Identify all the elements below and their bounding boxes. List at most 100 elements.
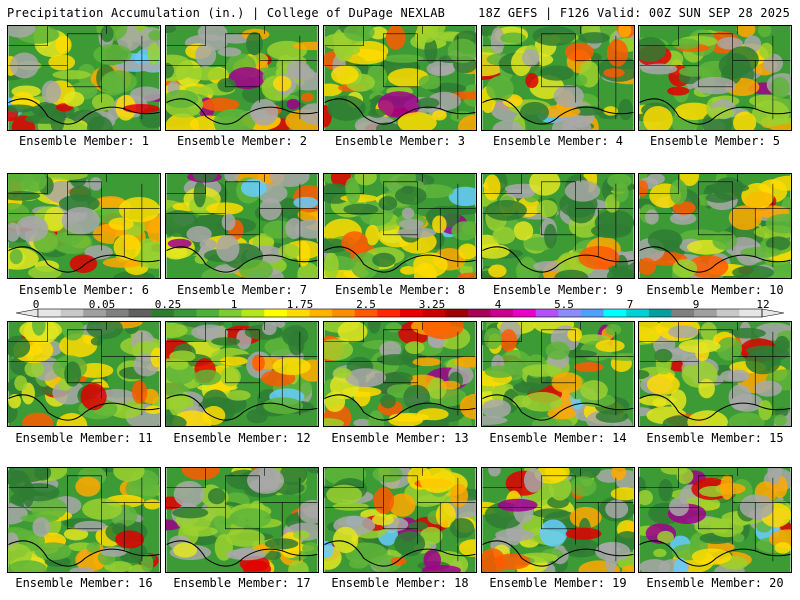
precip-contour [488,264,507,278]
state-border [639,475,733,508]
precip-contour [115,530,145,549]
precip-map [8,174,160,278]
precip-contour [533,508,570,519]
state-border [698,361,733,384]
precip-contour [382,371,413,385]
precip-contour [413,252,448,278]
ensemble-map-panel [323,467,477,573]
state-border [324,26,364,46]
precip-contour [181,468,221,481]
precip-contour [397,227,437,238]
precip-contour [14,375,28,391]
precip-contour [639,369,650,380]
precip-contour [343,203,379,216]
colorbar-swatch [694,309,718,317]
precip-contour [82,498,123,520]
precip-contour [522,364,562,377]
precip-contour [100,546,127,557]
colorbar-swatch [422,309,446,317]
precip-map [324,468,476,572]
precip-contour [95,196,126,208]
precip-contour [488,468,501,477]
precip-contour [24,360,45,378]
precip-contour [757,26,772,38]
state-border [482,468,522,488]
precip-contour [32,322,46,336]
ensemble-map-panel [638,321,792,427]
precip-contour [229,508,272,529]
precip-contour [611,468,627,481]
precip-contour [544,468,570,481]
colorbar-tick-label: 7 [626,298,634,311]
precip-contour [197,26,228,41]
ensemble-member-label: Ensemble Member: 20 [646,576,784,590]
precip-contour [8,26,36,38]
ensemble-member-label: Ensemble Member: 2 [176,134,308,148]
state-border [166,26,206,46]
precip-contour [75,548,107,572]
precip-contour [608,353,634,361]
precip-map [8,26,160,130]
state-border [225,213,260,236]
precip-contour [48,54,76,71]
state-border [482,174,522,194]
precip-contour [564,180,601,202]
precip-map [8,468,160,572]
ensemble-map-panel [638,173,792,279]
precip-contour [728,412,765,426]
precip-contour [122,104,160,114]
precip-contour [457,243,476,260]
precip-contour [333,367,352,379]
coastline [482,394,634,421]
ensemble-member-label: Ensemble Member: 17 [173,576,311,590]
colorbar-swatch [490,309,514,317]
precip-map [639,322,791,426]
state-border [166,174,206,194]
precip-contour [753,380,783,397]
precip-contour [552,116,592,130]
precip-contour [645,209,659,225]
precip-contour [326,484,363,505]
precip-contour [62,322,84,341]
colorbar-swatch [445,309,469,317]
precip-contour [93,44,132,65]
precip-contour [385,322,402,333]
precip-contour [405,341,425,354]
precip-contour [250,99,279,126]
precip-contour [653,548,667,558]
precip-contour [401,185,414,195]
precip-map [166,26,318,130]
ensemble-map-panel [165,173,319,279]
precip-contour [421,322,464,340]
colorbar-swatch [739,309,763,317]
precip-contour [354,174,377,186]
ensemble-map-panel [323,25,477,131]
state-border [324,329,418,362]
precip-contour [246,31,263,56]
precip-contour [44,206,66,232]
precip-contour [513,221,534,241]
colorbar-swatch [354,309,378,317]
precip-contour [458,539,476,557]
precip-contour [398,219,424,229]
state-border [383,361,418,384]
precip-contour [497,498,538,512]
precip-contour [221,213,236,231]
precip-contour [691,548,732,565]
ensemble-map-panel [165,25,319,131]
precip-contour [193,369,222,386]
precip-contour [89,177,103,191]
ensemble-map-panel [481,173,635,279]
state-border [324,181,418,214]
precip-contour [618,98,633,121]
precip-contour [403,384,431,411]
precip-contour [108,217,134,231]
ensemble-member-label: Ensemble Member: 4 [492,134,624,148]
precip-contour [401,207,415,220]
precip-contour [217,47,242,57]
colorbar-tick-label: 2.5 [356,298,376,311]
ensemble-member-label: Ensemble Member: 10 [646,283,784,297]
precip-contour [69,566,95,572]
precip-contour [732,265,775,278]
state-border [8,33,102,66]
